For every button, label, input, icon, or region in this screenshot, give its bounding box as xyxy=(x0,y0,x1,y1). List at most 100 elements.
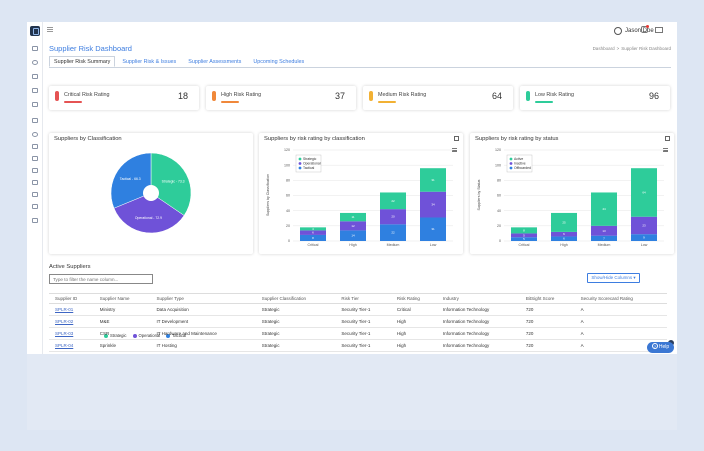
data-label: 31 xyxy=(431,178,435,182)
thermometer-icon xyxy=(369,91,373,101)
bar-segment xyxy=(551,236,577,241)
x-tick-label: Medium xyxy=(598,243,611,247)
data-label: 8 xyxy=(523,228,525,232)
column-header[interactable]: Supplier Name xyxy=(93,293,151,304)
supplier-id-link[interactable]: SPLR-03 xyxy=(55,331,74,336)
download-icon[interactable] xyxy=(32,156,38,161)
table-cell: Strategic xyxy=(255,339,336,352)
table-row[interactable]: SPLR-02 M&E IT Development Strategic Securit… xyxy=(49,315,667,328)
mail-icon[interactable] xyxy=(655,27,663,33)
table-cell: SPLR-01 xyxy=(49,303,94,316)
bar-segment xyxy=(380,224,406,241)
table-row[interactable]: SPLR-03 CSR IT Hardware and Maintenance Str… xyxy=(49,327,667,340)
table-cell: 720 xyxy=(519,327,575,340)
gear-icon[interactable] xyxy=(32,144,38,149)
grid-icon[interactable] xyxy=(32,118,38,123)
tab-upcoming-schedules[interactable]: Upcoming Schedules xyxy=(253,59,305,65)
y-tick-label: 0 xyxy=(499,239,501,243)
legend-swatch xyxy=(509,162,513,165)
y-tick-label: 0 xyxy=(288,239,290,243)
data-label: 8 xyxy=(312,236,314,240)
x-tick-label: Critical xyxy=(519,243,530,247)
table-row[interactable]: SPLR-01 Ministry Data Acquisition Strategic… xyxy=(49,303,667,316)
expand-icon[interactable] xyxy=(454,136,459,141)
table-row[interactable]: SPLR-04 Sprinkle IT Hosting Strategic Securi… xyxy=(49,339,667,352)
chart-icon[interactable] xyxy=(32,180,38,185)
supplier-id-link[interactable]: SPLR-02 xyxy=(55,319,74,324)
app-window: Jason Doe Supplier Risk Dashboard Dashbo… xyxy=(27,22,677,430)
legend-swatch xyxy=(509,157,513,161)
kpi-medium[interactable]: Medium Risk Rating 64 xyxy=(363,86,513,110)
table-cell: IT Hosting xyxy=(150,339,256,352)
kpi-high[interactable]: High Risk Rating 37 xyxy=(206,86,356,110)
table-cell: IT Hardware and Maintenance xyxy=(150,327,256,340)
calendar-icon[interactable] xyxy=(32,74,38,79)
user-menu[interactable]: Jason Doe xyxy=(614,25,654,36)
legend-label: Strategic xyxy=(303,157,317,161)
expand-icon[interactable] xyxy=(665,136,670,141)
bar-segment xyxy=(591,235,617,241)
column-header[interactable]: Supplier Classification xyxy=(255,293,336,304)
data-label: 6 xyxy=(563,237,565,241)
send-icon[interactable] xyxy=(32,204,38,209)
main-content: Supplier Risk Dashboard Dashboard > Suppli… xyxy=(43,39,677,364)
column-header[interactable]: Supplier Type xyxy=(150,293,256,304)
supplier-id-link[interactable]: SPLR-04 xyxy=(55,343,74,348)
data-label: 7 xyxy=(603,236,605,240)
column-header[interactable]: Supplier ID xyxy=(49,293,94,304)
legend-label: Offboarded xyxy=(514,166,531,170)
bar-segment xyxy=(591,192,617,226)
column-header[interactable]: Risk Rating xyxy=(390,293,437,304)
clock-icon[interactable] xyxy=(32,132,38,137)
column-header[interactable]: BitSight Score xyxy=(519,293,575,304)
tab-supplier-risk-issues[interactable]: Supplier Risk & Issues xyxy=(122,59,177,65)
column-header[interactable]: Industry xyxy=(436,293,520,304)
data-label: 25 xyxy=(562,220,566,224)
thermometer-icon xyxy=(55,91,59,101)
pie-hole xyxy=(143,185,159,201)
bar-segment xyxy=(340,212,366,222)
notification-icon[interactable] xyxy=(641,25,649,33)
chart-menu-icon[interactable] xyxy=(452,148,457,152)
kpi-low[interactable]: Low Risk Rating 96 xyxy=(520,86,670,110)
bar-segment xyxy=(300,234,326,241)
book-icon[interactable] xyxy=(32,218,38,223)
briefcase-icon[interactable] xyxy=(32,102,38,107)
breadcrumb-separator: > xyxy=(616,46,620,51)
data-label: 9 xyxy=(643,236,645,240)
legend-label: Tactical xyxy=(303,166,315,170)
filter-input[interactable] xyxy=(49,274,153,284)
column-header[interactable]: Security Scorecard Rating xyxy=(574,293,667,304)
supplier-id-link[interactable]: SPLR-01 xyxy=(55,307,74,312)
kpi-value: 37 xyxy=(334,91,345,101)
tab-supplier-assessments[interactable]: Supplier Assessments xyxy=(188,59,242,65)
home-icon[interactable] xyxy=(32,46,38,51)
help-button[interactable]: ? Help xyxy=(647,342,674,353)
y-tick-label: 60 xyxy=(286,194,290,198)
shield-icon[interactable] xyxy=(32,192,38,197)
page-title: Supplier Risk Dashboard xyxy=(49,44,132,53)
bar-segment xyxy=(340,221,366,231)
user-name: Jason Doe xyxy=(625,27,654,34)
lock-icon[interactable] xyxy=(32,88,38,93)
chart-menu-icon[interactable] xyxy=(663,148,668,152)
tab-supplier-risk-summary[interactable]: Supplier Risk Summary xyxy=(49,56,116,67)
kpi-critical[interactable]: Critical Risk Rating 18 xyxy=(49,86,199,110)
globe-icon[interactable] xyxy=(32,60,38,65)
breadcrumb-dashboard[interactable]: Dashboard xyxy=(592,46,615,51)
data-label: 31 xyxy=(431,227,435,231)
table-cell: Ministry xyxy=(93,303,151,316)
show-hide-columns-button[interactable]: Show/Hide Columns ▾ xyxy=(587,273,640,283)
table-cell: High xyxy=(390,339,437,352)
bar-segment xyxy=(631,216,657,235)
menu-toggle-icon[interactable] xyxy=(47,27,53,32)
data-label: 22 xyxy=(391,199,395,203)
table-cell: Data Acquisition xyxy=(150,303,256,316)
panel-classification: Suppliers by Classification Strategic - … xyxy=(49,133,253,338)
file-icon[interactable] xyxy=(32,168,38,173)
app-logo xyxy=(30,26,40,36)
table-cell: 720 xyxy=(519,303,575,316)
column-header[interactable]: Risk Tier xyxy=(335,293,391,304)
avatar xyxy=(614,26,622,35)
